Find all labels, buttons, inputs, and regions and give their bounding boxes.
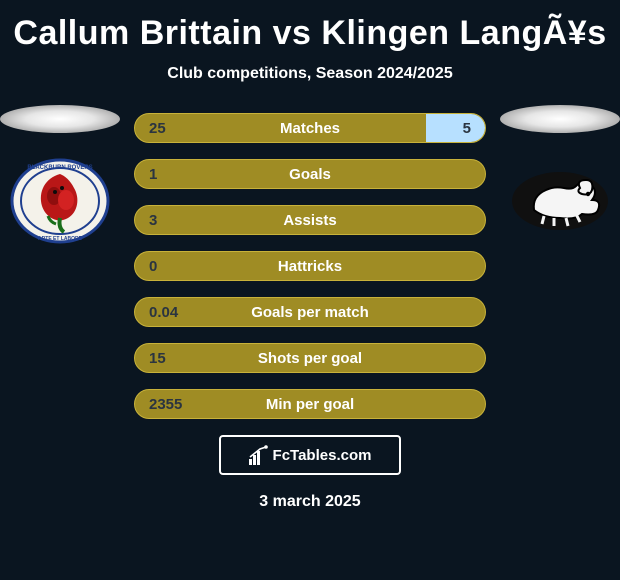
left-ellipse-shadow xyxy=(0,105,120,133)
stat-label: Min per goal xyxy=(135,396,485,413)
subtitle: Club competitions, Season 2024/2025 xyxy=(0,65,620,83)
stat-label: Goals per match xyxy=(135,304,485,321)
site-attribution-box: FcTables.com xyxy=(219,435,401,475)
left-club-column: BLACKBURN ROVERS ARTE ET LABORE xyxy=(0,105,120,241)
stat-row: 15Shots per goal xyxy=(134,343,486,373)
blackburn-rovers-icon: BLACKBURN ROVERS ARTE ET LABORE xyxy=(10,158,110,244)
stat-label: Hattricks xyxy=(135,258,485,275)
stat-right-value: 5 xyxy=(463,120,471,137)
stat-row: 0.04Goals per match xyxy=(134,297,486,327)
stat-row: 0Hattricks xyxy=(134,251,486,281)
date-text: 3 march 2025 xyxy=(0,493,620,511)
stat-label: Goals xyxy=(135,166,485,183)
svg-text:BLACKBURN ROVERS: BLACKBURN ROVERS xyxy=(27,165,92,171)
page-title: Callum Brittain vs Klingen LangÃ¥s xyxy=(0,0,620,53)
stat-row: 3Assists xyxy=(134,205,486,235)
stat-label: Shots per goal xyxy=(135,350,485,367)
fctables-logo-icon xyxy=(249,445,269,465)
right-club-logo xyxy=(510,161,610,241)
stat-label: Assists xyxy=(135,212,485,229)
content-area: BLACKBURN ROVERS ARTE ET LABORE 25Matche… xyxy=(0,113,620,419)
stat-row: 2355Min per goal xyxy=(134,389,486,419)
stats-column: 25Matches5 1Goals 3Assists 0Hattricks 0.04Go… xyxy=(134,113,486,419)
stat-row: 1Goals xyxy=(134,159,486,189)
derby-county-icon xyxy=(510,170,610,232)
right-ellipse-shadow xyxy=(500,105,620,133)
left-club-logo: BLACKBURN ROVERS ARTE ET LABORE xyxy=(10,161,110,241)
stat-label: Matches xyxy=(135,120,485,137)
right-club-column xyxy=(500,105,620,241)
svg-text:ARTE ET LABORE: ARTE ET LABORE xyxy=(38,236,83,242)
stat-row: 25Matches5 xyxy=(134,113,486,143)
site-attribution-text: FcTables.com xyxy=(273,447,372,464)
